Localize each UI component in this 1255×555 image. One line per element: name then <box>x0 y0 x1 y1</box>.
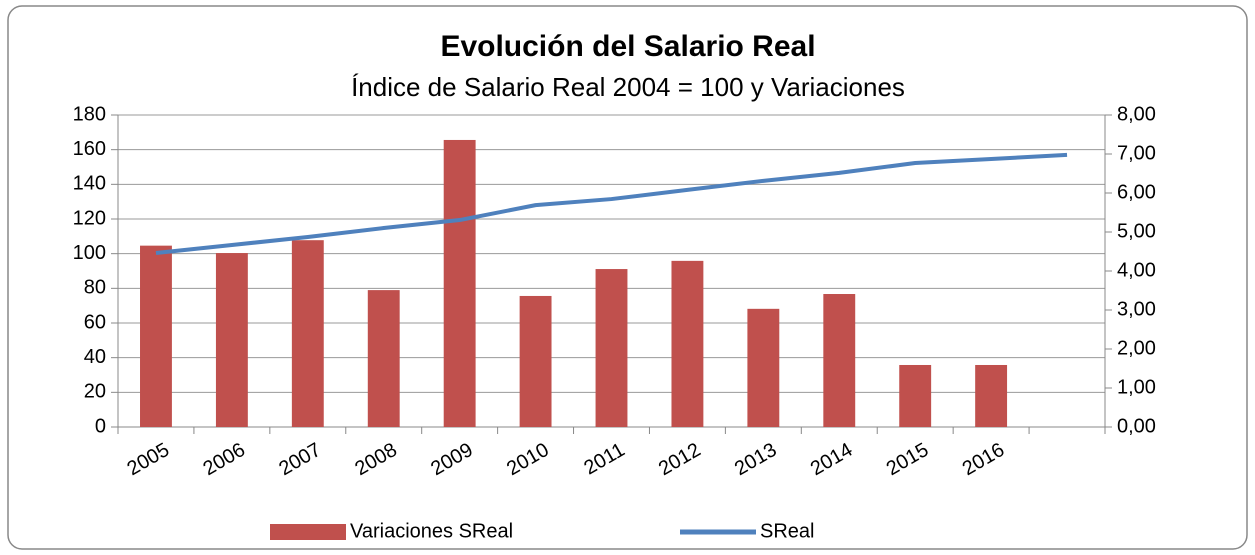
bar <box>215 253 248 427</box>
legend-label: Variaciones SReal <box>350 520 513 542</box>
y-tick-label: 20 <box>84 381 106 403</box>
y2-tick-label: 0,00 <box>1117 415 1156 437</box>
y2-tick-label: 2,00 <box>1117 337 1156 359</box>
bar <box>367 290 400 427</box>
bar <box>519 295 552 427</box>
y-tick-label: 80 <box>84 277 106 299</box>
bar <box>671 260 704 427</box>
y2-tick-label: 8,00 <box>1117 103 1156 125</box>
y-tick-label: 180 <box>73 103 106 125</box>
bar <box>823 294 856 427</box>
line <box>155 152 1068 255</box>
bar <box>140 245 172 427</box>
chart-title: Evolución del Salario Real <box>440 30 815 63</box>
bar <box>595 269 628 427</box>
chart-subtitle: Índice de Salario Real 2004 = 100 y Vari… <box>351 72 905 102</box>
bar <box>747 308 780 427</box>
y-tick-label: 140 <box>73 173 106 195</box>
bar <box>443 139 476 427</box>
bar <box>291 240 324 427</box>
legend-swatch <box>270 524 346 540</box>
legend-label: SReal <box>760 520 814 542</box>
y-tick-label: 100 <box>73 242 106 264</box>
y-tick-label: 40 <box>84 346 106 368</box>
y2-tick-label: 7,00 <box>1117 142 1156 164</box>
bar <box>975 364 1008 427</box>
bar <box>899 364 932 427</box>
y2-tick-label: 6,00 <box>1117 181 1156 203</box>
y2-tick-label: 5,00 <box>1117 220 1156 242</box>
y-tick-label: 160 <box>73 138 106 160</box>
y2-tick-label: 3,00 <box>1117 298 1156 320</box>
y2-tick-label: 4,00 <box>1117 259 1156 281</box>
y-tick-label: 120 <box>73 207 106 229</box>
y-tick-label: 0 <box>95 415 106 437</box>
y2-tick-label: 1,00 <box>1117 376 1156 398</box>
y-tick-label: 60 <box>84 311 106 333</box>
